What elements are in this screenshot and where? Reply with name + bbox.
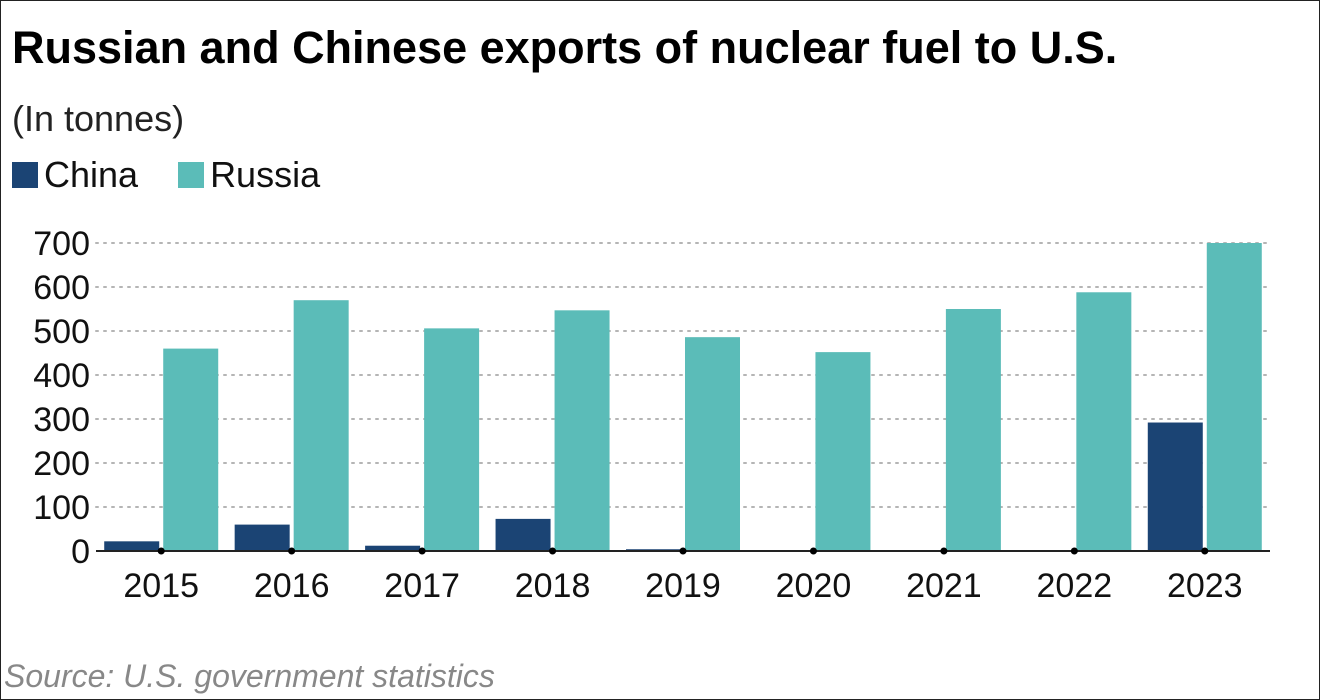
x-tick-label: 2016 <box>254 567 330 605</box>
x-tick-label: 2017 <box>384 567 460 605</box>
x-tick-label: 2022 <box>1037 567 1113 605</box>
y-tick-label: 500 <box>33 313 90 351</box>
bar-russia <box>424 328 480 551</box>
bar-china <box>1147 422 1203 551</box>
y-tick-label: 100 <box>33 489 90 527</box>
legend-label-russia: Russia <box>210 154 321 195</box>
bar-russia <box>815 352 871 551</box>
legend: China Russia <box>12 154 360 196</box>
y-tick-label: 300 <box>33 401 90 439</box>
bar-russia <box>945 309 1001 551</box>
x-tick-dot <box>809 547 817 555</box>
bar-russia <box>685 337 740 551</box>
y-tick-label: 0 <box>71 533 90 571</box>
chart-subtitle: (In tonnes) <box>12 98 185 139</box>
bar-russia <box>1076 292 1132 551</box>
y-tick-label: 700 <box>33 225 90 263</box>
x-tick-dot <box>549 547 557 555</box>
legend-swatch-china <box>12 162 38 188</box>
x-tick-dot <box>679 547 687 555</box>
x-tick-label: 2021 <box>906 567 982 605</box>
bar-russia <box>554 310 610 551</box>
legend-label-china: China <box>44 154 139 195</box>
bar-russia <box>163 348 219 551</box>
x-tick-dot <box>940 547 948 555</box>
x-tick-label: 2020 <box>776 567 852 605</box>
x-tick-dot <box>288 547 296 555</box>
bar-china <box>234 524 290 551</box>
bar-china <box>104 541 160 551</box>
x-tick-label: 2018 <box>515 567 591 605</box>
y-tick-label: 600 <box>33 269 90 307</box>
bar-china <box>495 518 551 551</box>
chart-title: Russian and Chinese exports of nuclear f… <box>12 22 1118 73</box>
source-note: Source: U.S. government statistics <box>4 658 495 694</box>
x-tick-dot <box>1070 547 1078 555</box>
x-tick-dot <box>1201 547 1209 555</box>
legend-item-china: China <box>12 154 138 196</box>
x-tick-label: 2019 <box>645 567 721 605</box>
bar-russia <box>1206 243 1262 551</box>
x-tick-label: 2015 <box>123 567 199 605</box>
x-tick-label: 2023 <box>1167 567 1243 605</box>
y-tick-label: 200 <box>33 445 90 483</box>
legend-swatch-russia <box>178 162 205 188</box>
bar-russia <box>293 300 349 551</box>
bar-china <box>365 545 421 551</box>
y-tick-label: 400 <box>33 357 90 395</box>
legend-item-russia: Russia <box>178 154 320 196</box>
x-tick-dot <box>157 547 165 555</box>
x-tick-dot <box>418 547 426 555</box>
